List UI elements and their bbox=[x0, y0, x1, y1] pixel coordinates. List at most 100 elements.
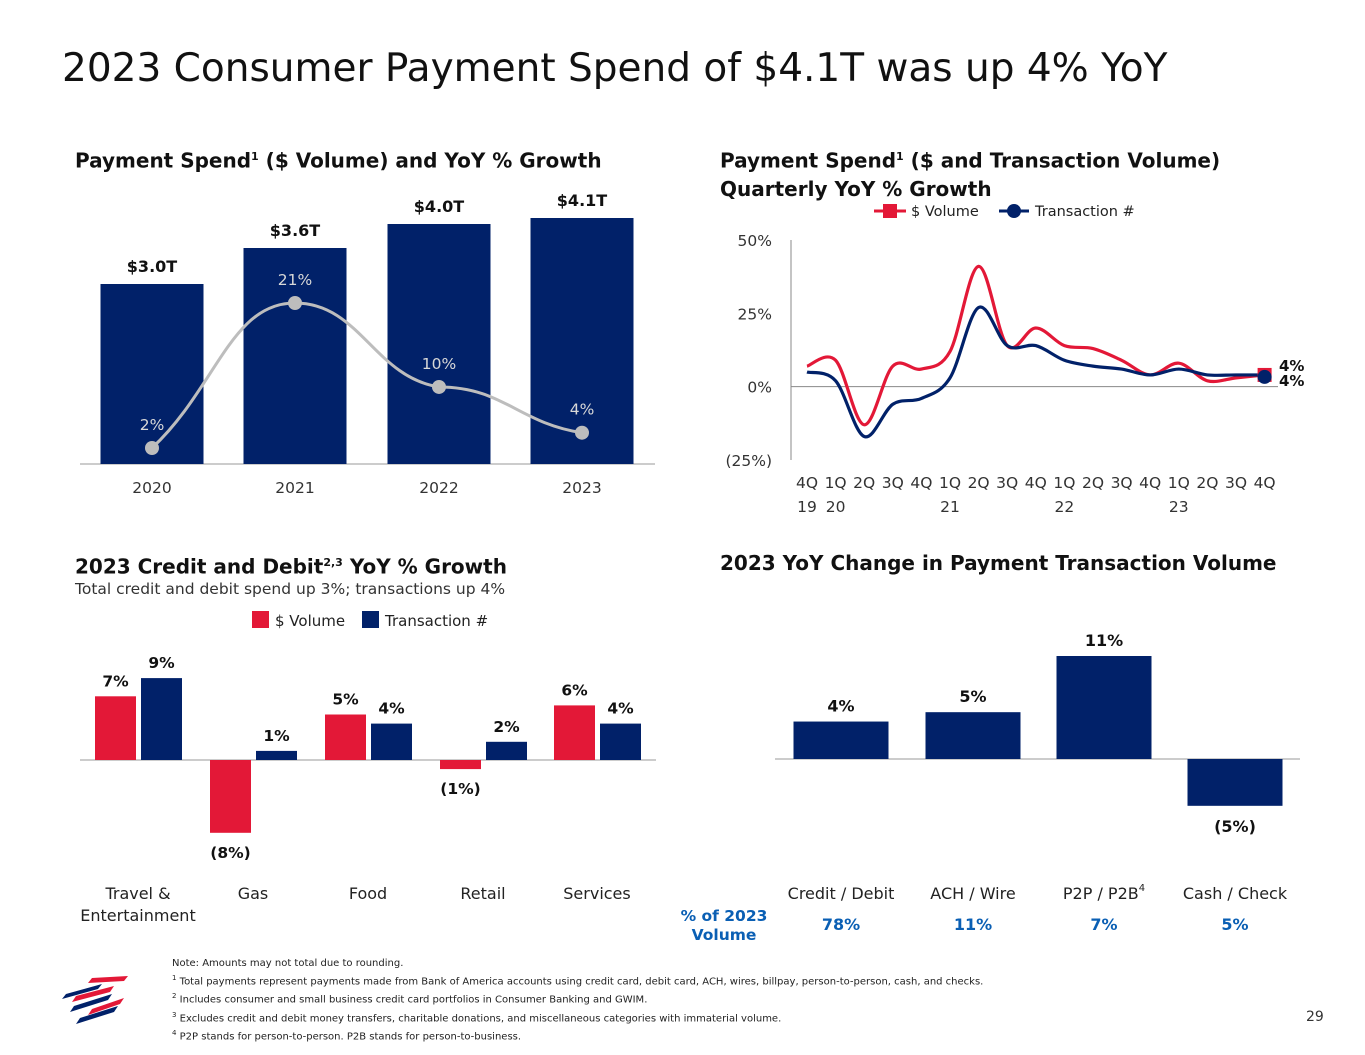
chart3-value-label: 5% bbox=[332, 691, 359, 709]
chart2-y-tick-label: 25% bbox=[738, 305, 772, 323]
chart2-title: Payment Spend1 ($ and Transaction Volume… bbox=[720, 148, 1221, 201]
chart3-bar-volume bbox=[95, 696, 136, 760]
legend-label-volume: $ Volume bbox=[911, 204, 979, 220]
chart3-bar-transactions bbox=[141, 678, 182, 760]
chart1-value-label: $4.0T bbox=[414, 197, 464, 216]
legend-label-volume: $ Volume bbox=[275, 612, 345, 630]
chart1-x-tick-label: 2021 bbox=[275, 479, 314, 497]
chart2-end-label-volume: 4% bbox=[1279, 357, 1304, 375]
footnote-note: Note: Amounts may not total due to round… bbox=[172, 958, 404, 969]
chart4-share-value: 11% bbox=[954, 915, 992, 934]
chart4-value-label: 11% bbox=[1085, 631, 1123, 650]
chart2-y-tick-label: 0% bbox=[747, 379, 772, 397]
chart2-end-label-transactions: 4% bbox=[1279, 372, 1304, 390]
page-number: 29 bbox=[1306, 1009, 1324, 1025]
chart2-x-tick-label: 3Q bbox=[1111, 474, 1133, 492]
chart1-title: Payment Spend1 ($ Volume) and YoY % Grow… bbox=[75, 148, 602, 173]
chart2-x-tick-label: 3Q bbox=[1225, 474, 1247, 492]
chart3-bar-volume bbox=[325, 714, 366, 760]
chart4-value-label: 4% bbox=[827, 697, 854, 716]
chart1-growth-label: 10% bbox=[422, 355, 456, 373]
chart4-share-value: 5% bbox=[1221, 915, 1248, 934]
chart2-x-tick-label: 2Q bbox=[853, 474, 875, 492]
chart2-x-tick-label: 4Q bbox=[1025, 474, 1047, 492]
chart1-value-label: $3.6T bbox=[270, 221, 320, 240]
chart3-category-label: Gas bbox=[238, 884, 269, 903]
footnotes: Note: Amounts may not total due to round… bbox=[172, 957, 983, 1044]
bank-flag-logo-icon bbox=[62, 976, 128, 1024]
chart4-bar bbox=[793, 721, 889, 759]
chart2-end-marker-transactions bbox=[1257, 369, 1272, 384]
chart2-x-tick-label: 2Q bbox=[1082, 474, 1104, 492]
chart1-growth-marker bbox=[145, 441, 159, 455]
chart4-category-label: P2P / P2B4 bbox=[1063, 883, 1145, 903]
chart2-line-volume bbox=[806, 264, 1265, 427]
legend-marker-transactions bbox=[1007, 204, 1021, 218]
footnote-1: 1 Total payments represent payments made… bbox=[172, 974, 984, 988]
chart4-bar bbox=[925, 712, 1021, 759]
chart3-bar-transactions bbox=[256, 750, 297, 760]
legend-swatch-volume bbox=[252, 611, 269, 628]
chart4-share-value: 7% bbox=[1090, 915, 1117, 934]
chart3-bar-transactions bbox=[371, 723, 412, 760]
chart3-category-label: Entertainment bbox=[80, 906, 195, 925]
chart4-category-sup: 4 bbox=[1139, 883, 1145, 894]
chart1-bar bbox=[100, 284, 204, 464]
chart4-share-value: 78% bbox=[822, 915, 860, 934]
chart2-line-transactions bbox=[806, 305, 1265, 439]
chart2-x-tick-label: 1Q bbox=[939, 474, 961, 492]
chart4-bar bbox=[1056, 656, 1152, 759]
chart2-x-tick-label: 1Q bbox=[1168, 474, 1190, 492]
chart3-value-label: 9% bbox=[148, 654, 175, 672]
chart1-value-label: $3.0T bbox=[127, 257, 177, 276]
chart1-bar bbox=[387, 224, 491, 464]
chart3-category-label: Retail bbox=[460, 884, 505, 903]
chart2-x-tick-year: 20 bbox=[826, 498, 846, 516]
chart3-value-label: 2% bbox=[493, 718, 520, 736]
chart3-value-label: 4% bbox=[607, 700, 634, 718]
chart2-x-tick-label: 4Q bbox=[796, 474, 818, 492]
chart1-growth-line bbox=[150, 301, 583, 450]
chart2-x-tick-year: 21 bbox=[940, 498, 960, 516]
chart3-bar-volume bbox=[440, 760, 481, 770]
chart3-title: 2023 Credit and Debit2,3 YoY % Growth bbox=[75, 554, 507, 579]
chart3-subtitle: Total credit and debit spend up 3%; tran… bbox=[75, 580, 506, 598]
chart1-x-tick-label: 2023 bbox=[562, 479, 601, 497]
chart3-bar-volume bbox=[554, 705, 595, 760]
chart2-y-tick-label: (25%) bbox=[725, 452, 772, 470]
chart1-growth-marker bbox=[288, 296, 302, 310]
footnote-2: 2 Includes consumer and small business c… bbox=[172, 992, 648, 1006]
chart2-x-tick-label: 3Q bbox=[996, 474, 1018, 492]
legend-label-transactions: Transaction # bbox=[384, 612, 488, 630]
chart1-value-label: $4.1T bbox=[557, 191, 607, 210]
chart2-x-tick-label: 4Q bbox=[1139, 474, 1161, 492]
chart3-value-label: (1%) bbox=[440, 780, 480, 798]
chart2-x-tick-year: 22 bbox=[1055, 498, 1075, 516]
chart1-growth-marker bbox=[575, 425, 589, 440]
legend-label-transactions: Transaction # bbox=[1034, 204, 1135, 220]
chart3-category-label: Food bbox=[349, 884, 387, 903]
footnote-3: 3 Excludes credit and debit money transf… bbox=[172, 1010, 782, 1024]
chart2-y-tick-label: 50% bbox=[738, 232, 772, 250]
chart3-category-label: Services bbox=[563, 884, 630, 903]
chart1-bar bbox=[243, 248, 347, 464]
chart3-bar-volume bbox=[210, 760, 251, 833]
chart2-x-tick-label: 1Q bbox=[1053, 474, 1075, 492]
chart3-value-label: 1% bbox=[263, 727, 290, 745]
chart4-category-label: Cash / Check bbox=[1183, 884, 1288, 903]
chart4-share-label: Volume bbox=[692, 926, 757, 944]
chart4-value-label: (5%) bbox=[1214, 817, 1256, 836]
chart1-x-tick-label: 2022 bbox=[419, 479, 458, 497]
chart4-bar bbox=[1187, 759, 1283, 806]
chart1-growth-label: 2% bbox=[140, 416, 165, 434]
page-title: 2023 Consumer Payment Spend of $4.1T was… bbox=[62, 46, 1168, 91]
chart1-growth-label: 21% bbox=[278, 271, 312, 289]
chart3-value-label: 4% bbox=[378, 700, 405, 718]
chart1-growth-label: 4% bbox=[570, 401, 595, 419]
chart2-x-tick-year: 19 bbox=[797, 498, 817, 516]
chart2-x-tick-year: 23 bbox=[1169, 498, 1189, 516]
chart2-x-tick-label: 2Q bbox=[968, 474, 990, 492]
chart4-value-label: 5% bbox=[959, 687, 986, 706]
chart3-value-label: (8%) bbox=[210, 844, 250, 862]
